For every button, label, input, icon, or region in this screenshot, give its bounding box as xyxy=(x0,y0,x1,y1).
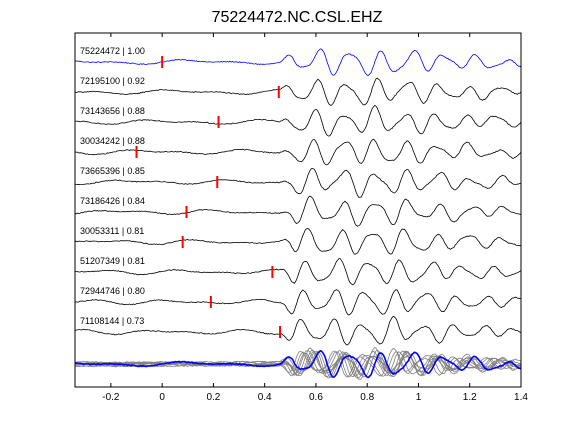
trace-group xyxy=(74,48,522,346)
trace-labels: 75224472 | 1.00 72195100 | 0.92 73143656 |… xyxy=(80,46,145,326)
trace-line xyxy=(74,138,522,166)
trace-label: 30053311 | 0.81 xyxy=(80,226,144,236)
trace-line xyxy=(74,228,522,255)
trace-line xyxy=(74,195,522,227)
stack-trace-line xyxy=(74,347,522,378)
trace-line xyxy=(74,48,522,76)
plot-frame xyxy=(74,32,522,388)
trace-label: 75224472 | 1.00 xyxy=(80,46,145,56)
trace-line xyxy=(74,258,522,286)
trace-line xyxy=(74,289,522,316)
trace-line xyxy=(74,168,522,198)
pick-markers xyxy=(135,56,282,338)
stack-reference-line xyxy=(74,350,522,379)
trace-label: 30034242 | 0.88 xyxy=(80,136,145,146)
trace-label: 72944746 | 0.80 xyxy=(80,286,145,296)
trace-line xyxy=(74,315,522,346)
x-tick-label: 0 xyxy=(159,392,165,403)
x-tick-label: 1 xyxy=(416,392,422,403)
x-tick-label: 1.2 xyxy=(463,392,477,403)
trace-line xyxy=(74,77,522,106)
trace-label: 71108144 | 0.73 xyxy=(80,316,144,326)
x-tick-label: 1.4 xyxy=(514,392,528,403)
trace-label: 73186426 | 0.84 xyxy=(80,196,145,206)
x-tick-label: 0.6 xyxy=(309,392,323,403)
x-tick-label: 0.4 xyxy=(258,392,272,403)
stacked-traces xyxy=(74,346,522,380)
trace-label: 51207349 | 0.81 xyxy=(80,256,145,266)
trace-label: 73665396 | 0.85 xyxy=(80,166,145,176)
x-tick-label: 0.8 xyxy=(360,392,374,403)
x-tick-label: 0.2 xyxy=(206,392,220,403)
x-axis: -0.2 0 0.2 0.4 0.6 0.8 1 1.2 1.4 xyxy=(102,33,528,403)
trace-line xyxy=(75,104,522,137)
trace-label: 73143656 | 0.88 xyxy=(80,106,145,116)
trace-label: 72195100 | 0.92 xyxy=(80,76,145,86)
chart-title: 75224472.NC.CSL.EHZ xyxy=(212,9,383,26)
x-tick-label: -0.2 xyxy=(102,392,120,403)
